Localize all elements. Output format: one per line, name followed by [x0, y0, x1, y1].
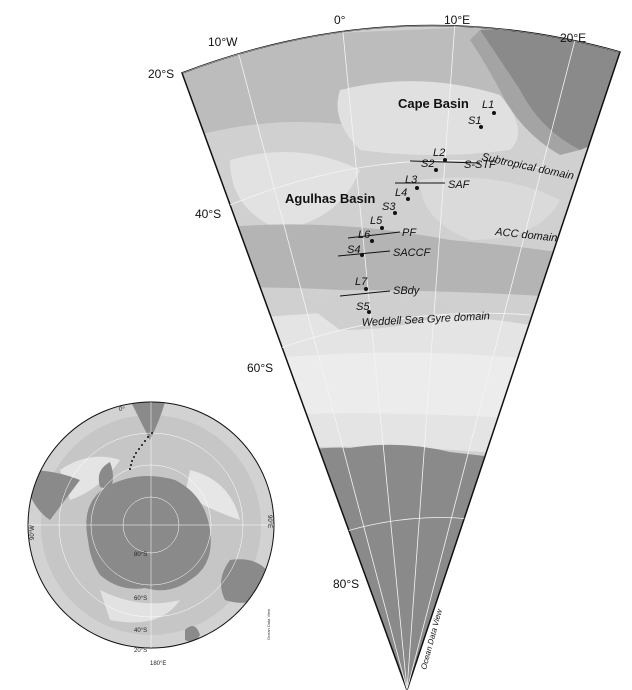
station-dot-s5 [367, 310, 371, 314]
station-dot-l6 [370, 239, 374, 243]
cape-basin-label: Cape Basin [398, 96, 469, 111]
station-label-l2: L2 [433, 147, 445, 159]
station-label-s4: S4 [347, 244, 360, 256]
station-label-l4: L4 [395, 187, 407, 199]
station-markers [360, 111, 496, 314]
lon-label-10w: 10°W [208, 35, 238, 49]
inset-station-track [129, 432, 153, 470]
inset-lat-label-60s: 60°S [134, 596, 147, 602]
inset-map-credit: Ocean Data View [266, 609, 271, 640]
front-label-saf: SAF [448, 179, 471, 191]
station-label-l5: L5 [370, 215, 383, 227]
station-dot-l5 [380, 226, 384, 230]
front-label-saccf: SACCF [393, 247, 432, 259]
lon-label-20e: 20°E [560, 31, 586, 45]
inset-lat-label-20s: 20°S [134, 648, 147, 654]
lat-label-60s: 60°S [247, 361, 273, 375]
front-line-pf [347, 231, 401, 239]
agulhas-basin-label: Agulhas Basin [285, 191, 375, 206]
lon-label-10e: 10°E [444, 13, 470, 27]
inset-lon-label-90e: 90°E [266, 515, 272, 528]
station-label-s2: S2 [421, 158, 434, 170]
station-dot-l7 [364, 287, 368, 291]
station-label-s5: S5 [356, 301, 370, 313]
inset-lon-label-180e: 180°E [150, 661, 166, 667]
lat-label-80s: 80°S [333, 577, 359, 591]
inset-lon-label-0: 0° [119, 407, 125, 413]
station-dot-l1 [492, 111, 496, 115]
lat-label-40s: 40°S [195, 207, 221, 221]
station-label-l6: L6 [358, 229, 371, 241]
station-dot-s3 [393, 211, 397, 215]
inset-map-bathymetry [28, 402, 274, 648]
inset-map: 0° 90°E 180°E 90°W 80°S 60°S 40°S 20°S O… [27, 401, 275, 667]
station-dot-s4 [360, 253, 364, 257]
front-label-sbdy: SBdy [393, 285, 421, 297]
station-dot-s1 [479, 125, 483, 129]
inset-lat-label-40s: 40°S [134, 628, 147, 634]
front-line-saccf [337, 250, 391, 257]
station-dot-l4 [406, 197, 410, 201]
inset-lat-label-80s: 80°S [134, 552, 147, 558]
inset-lon-label-90w: 90°W [30, 525, 36, 540]
station-dot-l3 [415, 186, 419, 190]
lon-label-0: 0° [334, 13, 346, 27]
front-line-sbdy [339, 290, 391, 297]
station-label-l7: L7 [355, 276, 368, 288]
front-label-s-stf: S-STF [464, 159, 497, 171]
front-lines [337, 160, 481, 297]
station-label-l1: L1 [482, 99, 494, 111]
front-label-pf: PF [402, 227, 417, 239]
station-dot-l2 [443, 158, 447, 162]
station-label-s3: S3 [382, 201, 396, 213]
station-dot-s2 [434, 168, 438, 172]
station-label-l3: L3 [405, 174, 418, 186]
station-label-s1: S1 [468, 115, 481, 127]
lat-label-20s: 20°S [148, 67, 174, 81]
